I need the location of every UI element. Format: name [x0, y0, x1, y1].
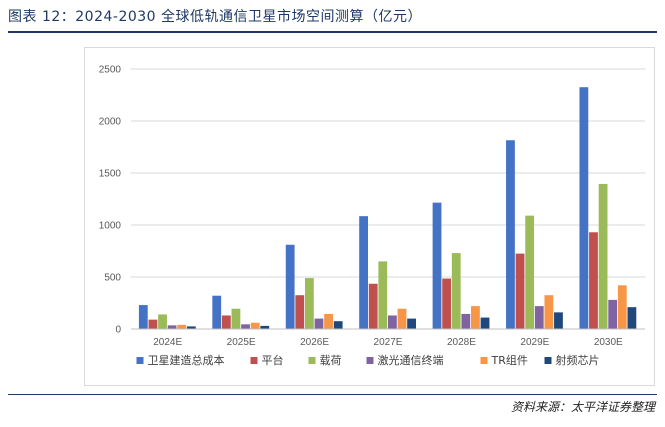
legend-swatch [544, 357, 552, 364]
bar [285, 244, 295, 329]
bar [167, 325, 177, 329]
bar [314, 318, 324, 329]
bar [442, 278, 452, 329]
legend-label: 平台 [262, 353, 284, 367]
bar [554, 312, 563, 329]
bar [241, 324, 250, 329]
y-tick-label: 2000 [99, 117, 122, 128]
legend-label: TR组件 [491, 353, 528, 367]
legend-swatch [136, 357, 144, 364]
bar [221, 315, 231, 329]
legend-swatch [308, 357, 316, 364]
title-rule [8, 31, 657, 33]
x-category-label: 2026E [300, 337, 329, 348]
bar [158, 314, 167, 329]
bar [359, 216, 368, 329]
bar [432, 202, 442, 329]
x-axis-categories: 2024E 2025E 2026E 2027E 2028E 2029E 2030E [153, 337, 623, 348]
bar [579, 87, 589, 329]
y-tick-label: 2500 [99, 65, 122, 76]
bar [627, 307, 637, 329]
legend-swatch [480, 357, 488, 364]
bar [544, 295, 554, 329]
y-tick-label: 1000 [99, 221, 122, 232]
bar [304, 278, 314, 329]
x-category-label: 2029E [520, 337, 549, 348]
bars [138, 87, 637, 329]
chart-frame: 0 500 1000 1500 2000 2500 2024E 2025E 2026E 2027… [84, 47, 655, 386]
y-axis-ticks: 0 500 1000 1500 2000 2500 [99, 65, 122, 336]
x-category-label: 2024E [153, 337, 182, 348]
bar [506, 140, 515, 329]
bar [617, 285, 627, 329]
bar [138, 305, 148, 329]
bar [397, 308, 407, 329]
bar [471, 306, 480, 329]
bar [186, 326, 196, 329]
x-category-label: 2025E [227, 337, 256, 348]
bar [598, 183, 608, 329]
y-tick-label: 0 [115, 325, 121, 336]
legend-label: 载荷 [320, 354, 342, 367]
bar [525, 215, 535, 329]
bar [177, 324, 187, 329]
legend: 卫星建造总成本 平台 载荷 激光通信终端 TR组件 射频芯片 [136, 353, 600, 367]
bar-chart: 0 500 1000 1500 2000 2500 2024E 2025E 2026E 2027… [99, 65, 645, 367]
bar [407, 318, 416, 329]
figure-title: 图表 12：2024-2030 全球低轨通信卫星市场空间测算（亿元） [8, 9, 423, 25]
bar [378, 261, 388, 329]
bar [515, 253, 525, 329]
bar [212, 295, 222, 329]
legend-swatch [366, 357, 374, 364]
bar [333, 321, 343, 329]
bar [324, 313, 333, 329]
bar [589, 232, 598, 329]
bar [250, 322, 260, 329]
legend-label: 射频芯片 [556, 353, 600, 367]
bar [231, 308, 241, 329]
grid-lines [131, 68, 645, 278]
bar [260, 325, 270, 329]
footer-rule [8, 394, 657, 395]
bar [534, 306, 544, 329]
bar [480, 317, 490, 329]
legend-label: 激光通信终端 [378, 353, 444, 367]
x-category-label: 2030E [594, 337, 623, 348]
x-category-label: 2028E [447, 337, 476, 348]
bar [368, 283, 378, 329]
y-tick-label: 1500 [99, 169, 122, 180]
bar [388, 315, 397, 329]
source-note: 资料来源：太平洋证券整理 [510, 400, 655, 414]
bar [608, 299, 618, 329]
bar [148, 319, 158, 329]
x-category-label: 2027E [374, 337, 403, 348]
bar [461, 313, 471, 329]
bar [295, 295, 305, 329]
legend-label: 卫星建造总成本 [148, 353, 225, 367]
bar [451, 253, 461, 329]
y-tick-label: 500 [104, 273, 121, 284]
legend-swatch [250, 357, 258, 364]
